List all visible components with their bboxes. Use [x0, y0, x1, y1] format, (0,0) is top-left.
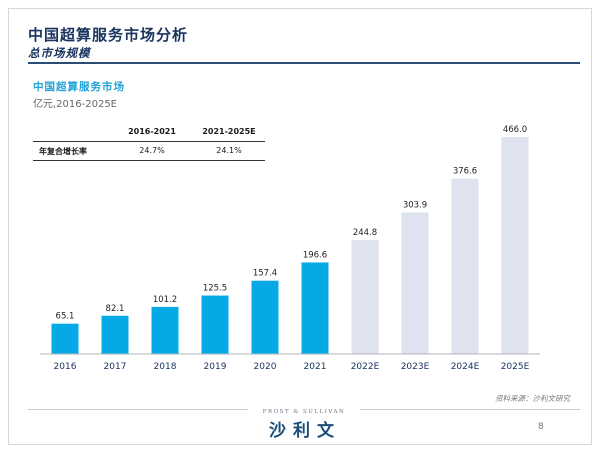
- value-label-2025E: 466.0: [503, 125, 527, 135]
- value-labels-layer: 65.1 82.1 101.2 125.5 157.4 196.6 244.8 303.9 37…: [56, 125, 528, 322]
- logo-chinese: 沙利文: [269, 421, 341, 441]
- cagr-value-1: 24.7%: [139, 146, 165, 155]
- x-tick-2024E: 2024E: [451, 362, 480, 372]
- page-subtitle: 总市场规模: [28, 46, 91, 60]
- bar-2022E: [351, 240, 379, 354]
- x-tick-2021: 2021: [304, 362, 327, 372]
- page-number: 8: [538, 422, 544, 432]
- bar-2025E: [501, 137, 529, 354]
- cagr-value-2: 24.1%: [216, 146, 242, 155]
- bar-2018: [151, 306, 179, 354]
- x-tick-2023E: 2023E: [401, 362, 430, 372]
- bar-2020: [251, 280, 279, 354]
- x-tick-2017: 2017: [104, 362, 127, 372]
- value-label-2021: 196.6: [303, 250, 327, 260]
- x-tick-2025E: 2025E: [501, 362, 530, 372]
- bar-2023E: [401, 212, 429, 354]
- value-label-2023E: 303.9: [403, 200, 427, 210]
- cagr-table: 2016-2021 2021-2025E 年复合增长率 24.7% 24.1%: [33, 123, 265, 161]
- value-label-2024E: 376.6: [453, 167, 477, 177]
- bar-2016: [51, 323, 79, 354]
- value-label-2022E: 244.8: [353, 228, 377, 238]
- chart-unit: 亿元,2016-2025E: [33, 99, 118, 110]
- x-tick-2018: 2018: [154, 362, 177, 372]
- x-tick-2016: 2016: [54, 362, 77, 372]
- source-note: 资料来源：沙利文研究: [495, 394, 570, 403]
- cagr-header-period-1: 2016-2021: [128, 127, 176, 136]
- value-label-2017: 82.1: [106, 304, 125, 314]
- x-tick-2022E: 2022E: [351, 362, 380, 372]
- bar-2024E: [451, 178, 479, 354]
- logo-english: FROST & SULLIVAN: [248, 409, 360, 415]
- value-label-2018: 101.2: [153, 295, 177, 305]
- page-title: 中国超算服务市场分析: [28, 26, 189, 44]
- cagr-row-label: 年复合增长率: [39, 147, 87, 156]
- tick-labels-layer: 2016 2017 2018 2019 2020 2021 2022E 2023E 2024E 2…: [54, 362, 530, 372]
- header-divider: [28, 62, 580, 64]
- cagr-table-row: 年复合增长率 24.7% 24.1%: [33, 142, 265, 161]
- x-tick-2019: 2019: [204, 362, 227, 372]
- slide-frame: [8, 8, 592, 445]
- value-label-2020: 157.4: [253, 269, 277, 279]
- bar-2021: [301, 262, 329, 354]
- chart-title: 中国超算服务市场: [33, 81, 125, 93]
- value-label-2016: 65.1: [56, 312, 75, 322]
- value-label-2019: 125.5: [203, 284, 227, 294]
- bar-2019: [201, 295, 229, 354]
- x-tick-2020: 2020: [254, 362, 277, 372]
- bars-layer: [51, 137, 529, 354]
- cagr-header-period-2: 2021-2025E: [202, 127, 256, 136]
- cagr-table-header: 2016-2021 2021-2025E: [33, 123, 265, 142]
- bar-2017: [101, 315, 129, 354]
